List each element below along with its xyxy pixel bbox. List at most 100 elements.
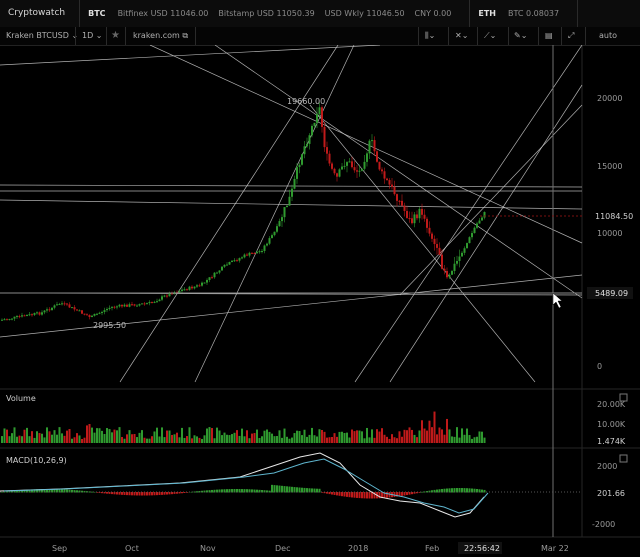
draw-line-icon[interactable]: ⟋⌄	[484, 31, 497, 40]
candle-body	[378, 161, 381, 170]
candle-body	[111, 306, 113, 308]
trendline	[0, 45, 381, 66]
fullscreen-icon[interactable]: ⤢	[568, 31, 575, 40]
macd-histogram-bar	[446, 488, 448, 493]
macd-histogram-bar	[171, 492, 173, 495]
macd-histogram-bar	[168, 492, 171, 495]
volume-bar	[336, 436, 338, 443]
volume-bar	[258, 437, 261, 443]
price-axis[interactable]: 20000 15000 10000 0	[597, 94, 622, 371]
close-pane-icon[interactable]	[619, 393, 628, 402]
volume-bar	[83, 437, 86, 443]
btc-ticker-group[interactable]: BTC Bitfinex USD 11046.00 Bitstamp USD 1…	[80, 0, 471, 27]
macd-histogram-bar	[66, 489, 68, 493]
volume-bar	[136, 437, 138, 443]
candle-body	[171, 293, 173, 295]
macd-histogram-bar	[143, 492, 146, 496]
volume-bar	[203, 435, 206, 443]
candle-body	[338, 169, 341, 177]
trendlines[interactable]	[0, 45, 583, 383]
eth-ticker-group[interactable]: ETH BTC 0.08037	[470, 0, 579, 27]
macd-histogram-bar	[333, 492, 336, 495]
macd-histogram-bar	[421, 491, 423, 493]
volume-bar	[73, 437, 76, 443]
macd-histogram-bar	[306, 488, 308, 493]
candle-body	[31, 314, 33, 316]
volume-bar	[386, 436, 388, 443]
candle-body	[196, 285, 198, 287]
volume-bar	[63, 435, 66, 443]
volume-bar	[426, 430, 428, 443]
volume-bar	[201, 438, 203, 443]
macd-histogram-bar	[381, 492, 383, 499]
volume-bar	[456, 427, 458, 443]
volume-bar	[451, 436, 453, 443]
macd-histogram-bar	[396, 492, 398, 497]
volume-bar	[163, 437, 166, 443]
macd-histogram-bar	[266, 490, 268, 493]
volume-bar	[161, 427, 163, 443]
candle-body	[223, 264, 226, 267]
macd-histogram-bar	[151, 492, 153, 496]
volume-bar	[81, 438, 83, 443]
candle-body	[281, 217, 283, 222]
macd-histogram-bar	[468, 488, 471, 493]
macd-histogram-bar	[316, 488, 318, 493]
candle-body	[341, 166, 343, 170]
close-pane-icon[interactable]	[619, 454, 628, 463]
candle-body	[386, 178, 388, 181]
app-title[interactable]: Cryptowatch	[0, 0, 81, 27]
candle-body	[151, 302, 153, 304]
volume-bar	[208, 427, 211, 443]
interval-selector[interactable]: 1D ⌄	[82, 31, 103, 40]
candle-body	[73, 307, 76, 310]
candle-body	[6, 319, 8, 321]
volume-bar	[461, 428, 463, 443]
candle-body	[253, 253, 256, 255]
candle-body	[368, 140, 371, 154]
volume-bar	[478, 431, 481, 443]
exchange-link[interactable]: kraken.com ⧉	[133, 31, 189, 40]
time-axis[interactable]: Sep Oct Nov Dec 2018 Feb Mar 22	[52, 544, 569, 553]
volume-bar	[158, 436, 161, 443]
candle-body	[306, 143, 308, 147]
macd-histogram-bar	[328, 492, 331, 495]
macd-histogram-bar	[183, 492, 186, 493]
volume-bar	[298, 431, 301, 443]
candle-body	[61, 303, 63, 305]
macd-histogram-bar	[433, 489, 436, 493]
volume-bar	[128, 430, 131, 443]
market-selector[interactable]: Kraken BTCUSD ⌄	[6, 27, 78, 45]
volume-bar	[48, 431, 51, 443]
macd-histogram-bar	[88, 491, 91, 493]
volume-bar	[431, 427, 433, 443]
candle-body	[141, 303, 143, 305]
cursor-icon[interactable]: ✕⌄	[455, 31, 469, 40]
macd-histogram-bar	[13, 490, 16, 493]
volume-bar	[353, 431, 356, 443]
price-chart[interactable]: 20000 15000 10000 0 11084.50 5489.09 196…	[0, 45, 640, 557]
pencil-icon[interactable]: ✎⌄	[514, 31, 528, 40]
macd-histogram-bar	[481, 489, 483, 493]
candles-icon[interactable]: ⫼⌄	[425, 31, 436, 40]
star-icon[interactable]: ★	[111, 30, 120, 41]
macd-histogram-bar	[253, 489, 256, 493]
candle-body	[383, 171, 386, 179]
scale-mode-auto[interactable]: auto	[599, 31, 618, 40]
volume-bar	[388, 438, 391, 443]
volume-bar	[373, 437, 376, 443]
macd-histogram-bar	[298, 487, 301, 493]
candle-body	[418, 208, 421, 219]
x-tick: Feb	[425, 544, 439, 553]
volume-bar	[413, 434, 416, 443]
candle-body	[268, 238, 271, 244]
candle-body	[63, 303, 66, 305]
volume-bar	[416, 437, 418, 443]
candle-body	[136, 305, 138, 307]
macd-histogram-bar	[241, 489, 243, 493]
macd-histogram-bar	[141, 492, 143, 496]
calendar-icon[interactable]: ▤	[545, 31, 553, 40]
macd-histogram-bar	[228, 489, 231, 493]
volume-bar	[86, 425, 88, 443]
volume-bar	[148, 438, 151, 443]
